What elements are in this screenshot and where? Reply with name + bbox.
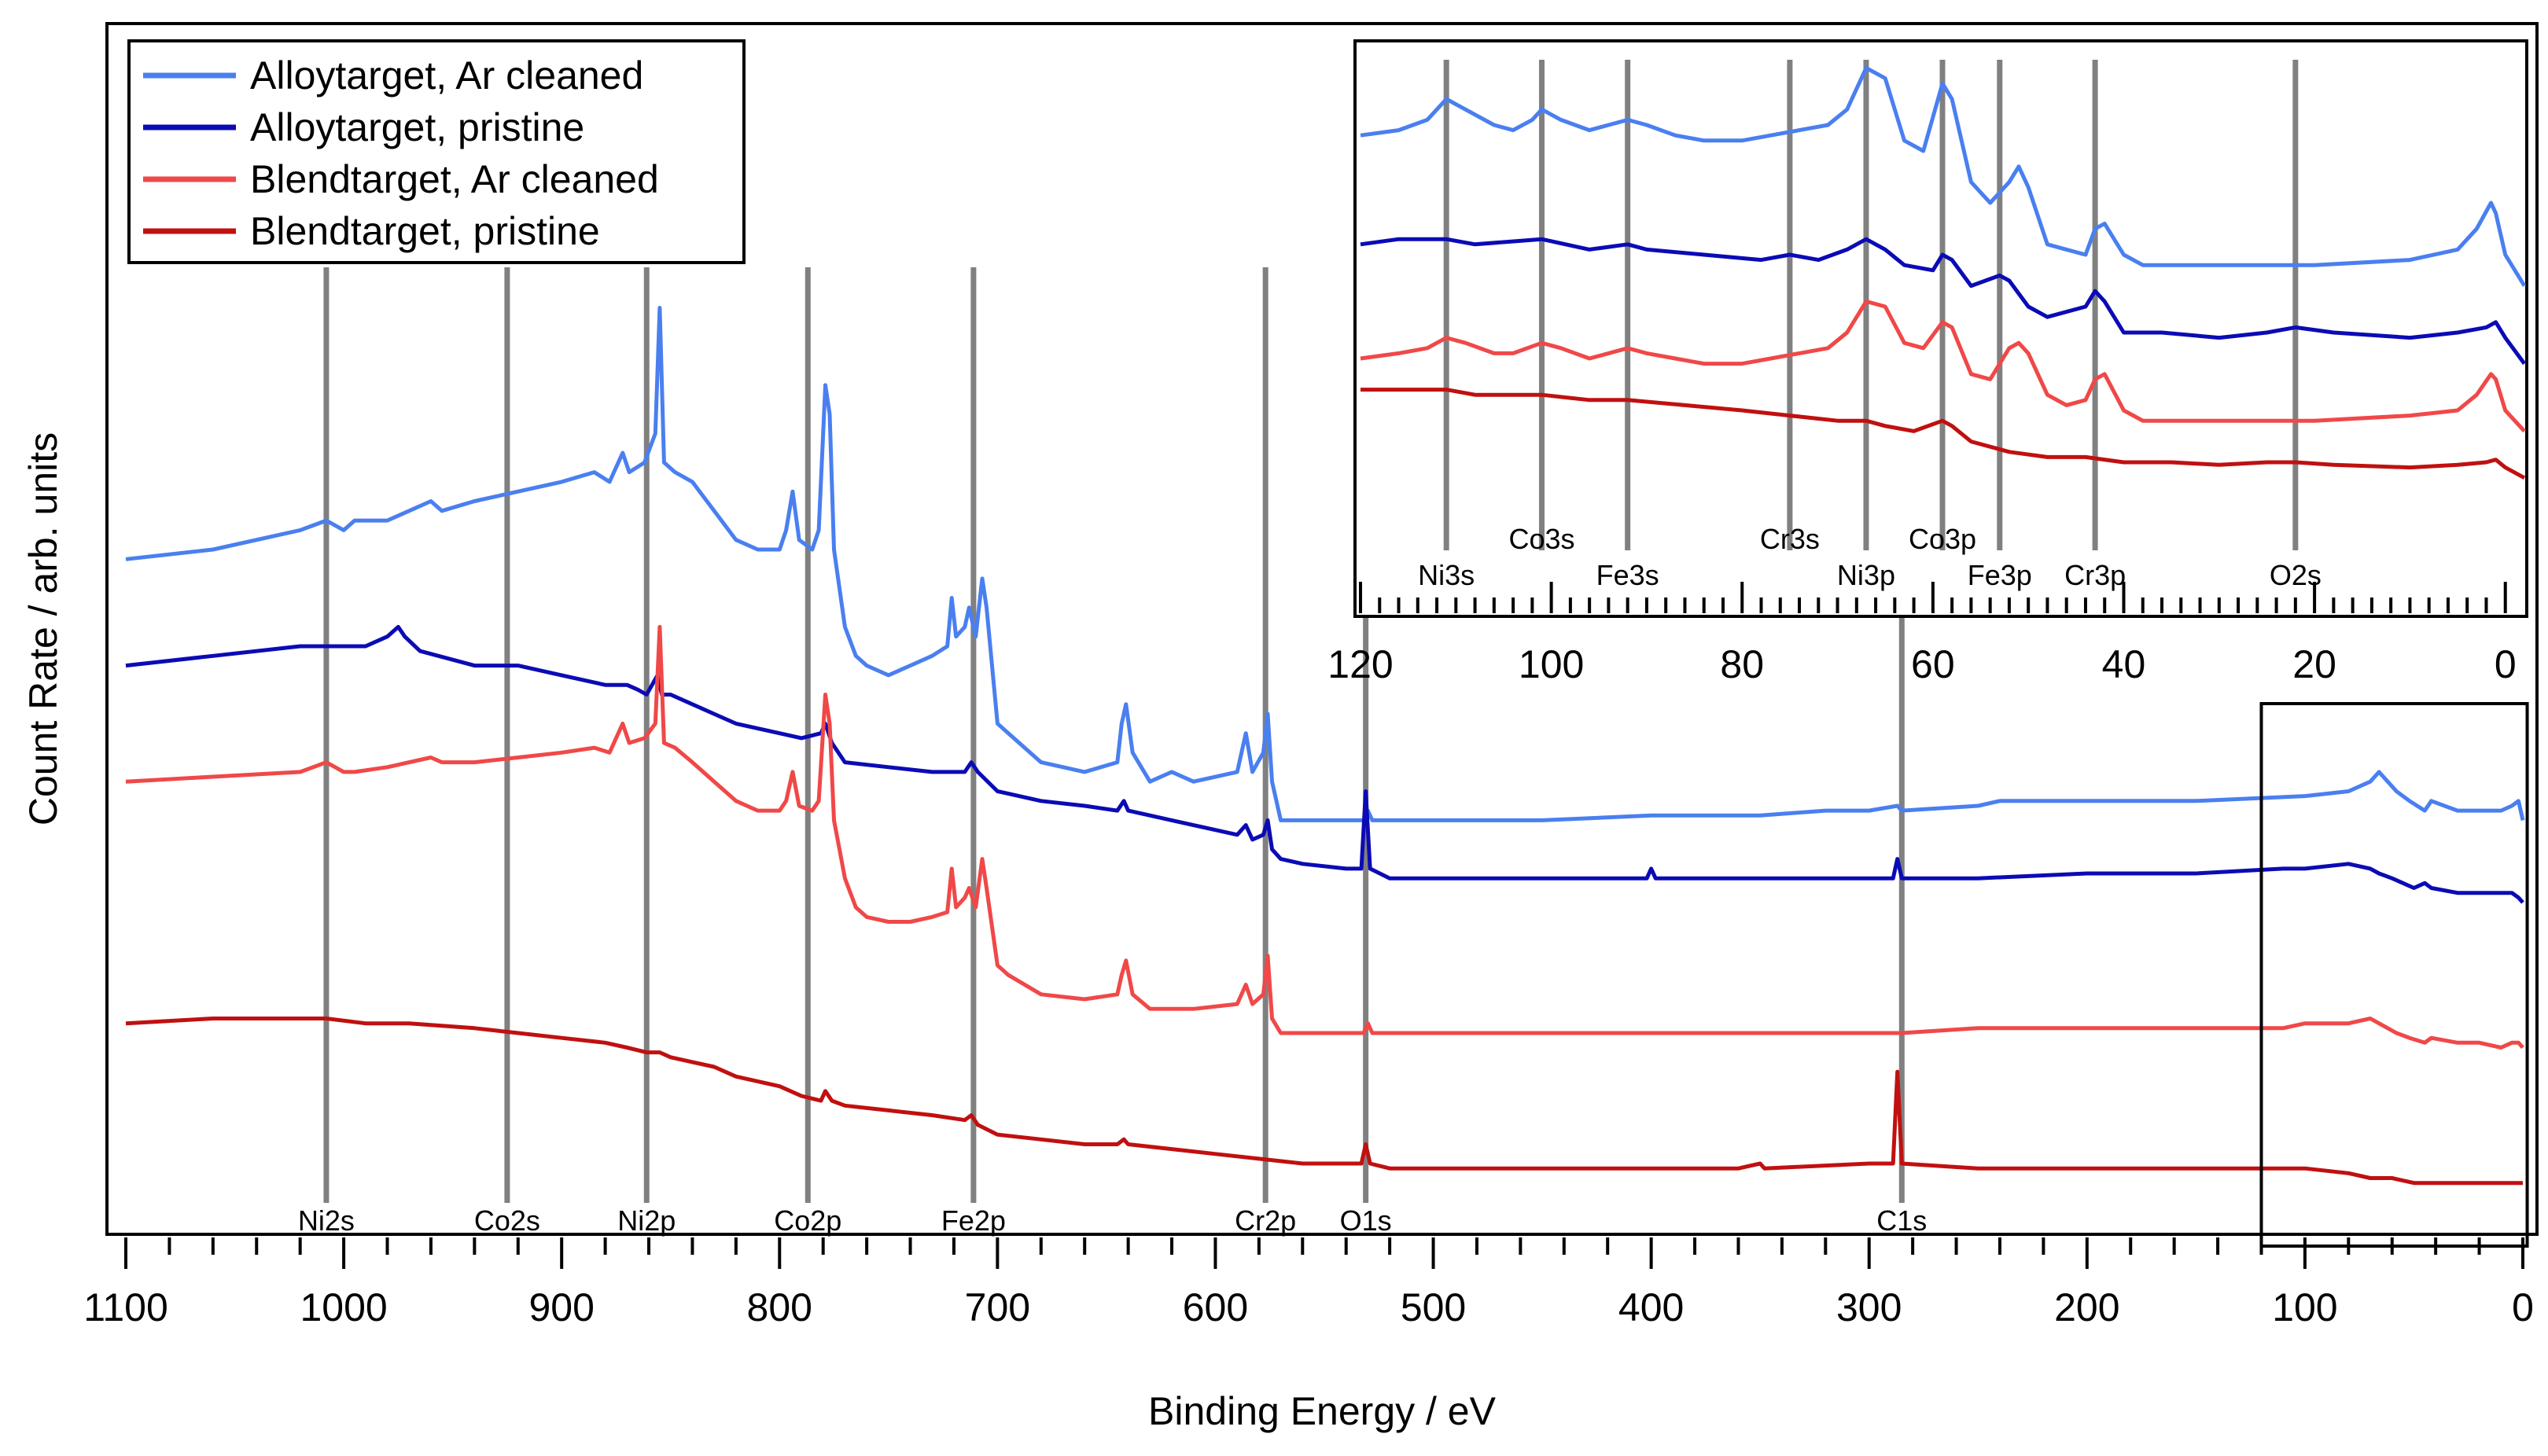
inset-peak-label-co3s: Co3s — [1508, 523, 1574, 555]
inset-series-line-alloytarget-ar-cleaned — [1360, 65, 2527, 287]
peak-label-fe2p: Fe2p — [941, 1204, 1006, 1237]
main-x-axis-ticks: 1100 1000 900 800 700 600 500 400 300 200 100 0 — [83, 1237, 2534, 1329]
inset-x-tick-label: 80 — [1720, 642, 1764, 686]
inset-x-tick-label: 0 — [2495, 642, 2517, 686]
inset-peak-label-fe3p: Fe3p — [1968, 559, 2032, 591]
inset-series-group — [1360, 65, 2527, 480]
y-axis-title: Count Rate / arb. units — [21, 432, 65, 825]
peak-label-o1s: O1s — [1340, 1204, 1392, 1237]
legend-label-blendtarget-pristine: Blendtarget, pristine — [250, 209, 600, 253]
x-tick-label: 400 — [1618, 1285, 1684, 1329]
series-line-alloytarget-pristine — [125, 624, 2524, 904]
inset-peak-label-ni3s: Ni3s — [1418, 559, 1475, 591]
inset-peak-label-ni3p: Ni3p — [1837, 559, 1895, 591]
legend-label-alloytarget-pristine: Alloytarget, pristine — [250, 105, 584, 149]
series-line-blendtarget-ar-cleaned — [125, 624, 2524, 1050]
inset-peak-label-cr3s: Cr3s — [1760, 523, 1820, 555]
inset-series-line-alloytarget-pristine — [1360, 237, 2527, 366]
peak-label-ni2s: Ni2s — [298, 1204, 355, 1237]
peak-label-cr2p: Cr2p — [1235, 1204, 1296, 1237]
x-tick-label: 300 — [1836, 1285, 1902, 1329]
inset-x-tick-label: 60 — [1911, 642, 1955, 686]
x-tick-label: 100 — [2272, 1285, 2337, 1329]
x-tick-label: 200 — [2054, 1285, 2119, 1329]
x-axis-title: Binding Energy / eV — [1148, 1389, 1497, 1433]
inset-x-tick-label: 40 — [2102, 642, 2146, 686]
legend-label-blendtarget-ar-cleaned: Blendtarget, Ar cleaned — [250, 157, 659, 201]
main-series-group — [125, 306, 2525, 1186]
inset-x-axis-ticks: 120 100 80 60 40 20 0 — [1327, 582, 2517, 686]
x-tick-label: 700 — [965, 1285, 1030, 1329]
legend: Alloytarget, Ar cleaned Alloytarget, pris… — [127, 39, 746, 264]
peak-label-co2s: Co2s — [474, 1204, 540, 1237]
x-tick-label: 0 — [2512, 1285, 2534, 1329]
peak-label-c1s: C1s — [1876, 1204, 1927, 1237]
inset-x-tick-label: 20 — [2292, 642, 2336, 686]
inset-peak-label-fe3s: Fe3s — [1596, 559, 1659, 591]
zoom-region-box — [2259, 702, 2529, 1248]
legend-label-alloytarget-ar-cleaned: Alloytarget, Ar cleaned — [250, 53, 643, 97]
x-tick-label: 1100 — [83, 1285, 168, 1329]
main-peak-labels: Ni2s Co2s Ni2p Co2p Fe2p Cr2p O1s C1s — [298, 1204, 1927, 1237]
inset-x-tick-label: 120 — [1327, 642, 1393, 686]
inset-peak-labels: Ni3s Co3s Fe3s Cr3s Ni3p Co3p Fe3p Cr3p O2s — [1418, 523, 2322, 591]
peak-label-ni2p: Ni2p — [617, 1204, 676, 1237]
x-tick-label: 900 — [528, 1285, 594, 1329]
x-tick-label: 800 — [747, 1285, 812, 1329]
x-tick-label: 600 — [1183, 1285, 1248, 1329]
inset-x-tick-label: 100 — [1519, 642, 1584, 686]
peak-label-co2p: Co2p — [774, 1204, 841, 1237]
main-plot-frame — [105, 22, 2539, 1236]
x-tick-label: 1000 — [300, 1285, 387, 1329]
inset-peak-label-cr3p: Cr3p — [2064, 559, 2126, 591]
series-line-blendtarget-pristine — [125, 1017, 2523, 1186]
inset-series-line-blendtarget-pristine — [1361, 388, 2526, 480]
x-tick-label: 500 — [1401, 1285, 1466, 1329]
inset-series-line-blendtarget-ar-cleaned — [1360, 299, 2526, 433]
series-line-alloytarget-ar-cleaned — [125, 306, 2525, 822]
inset-peak-label-co3p: Co3p — [1909, 523, 1976, 555]
inset-peak-label-o2s: O2s — [2270, 559, 2322, 591]
